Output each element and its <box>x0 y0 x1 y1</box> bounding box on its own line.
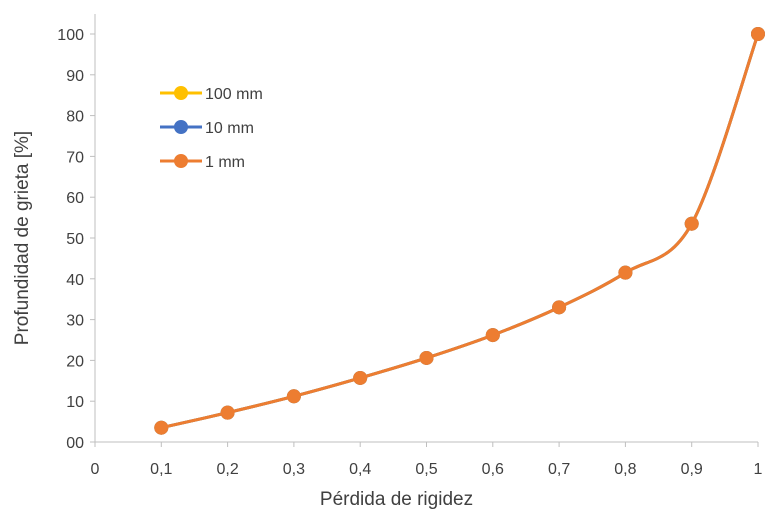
x-axis-title: Pérdida de rigidez <box>320 489 473 510</box>
x-tick-label: 0,6 <box>482 461 504 478</box>
data-point <box>419 350 434 365</box>
y-tick-label: 00 <box>66 435 84 452</box>
legend-marker <box>174 86 188 100</box>
y-tick-label: 40 <box>66 272 84 289</box>
legend-marker <box>174 120 188 134</box>
data-point <box>751 27 765 41</box>
x-tick-label: 0,9 <box>681 461 703 478</box>
axes: 00 10 20 30 40 50 60 70 80 90 100 0 0,1 0,2 0,3 0,4 0,5 0… <box>57 14 763 478</box>
data-point <box>353 370 368 385</box>
x-tick-label: 0,7 <box>548 461 570 478</box>
data-point <box>485 328 500 343</box>
series-layer <box>154 27 765 435</box>
series-1-mm <box>154 27 765 435</box>
data-point <box>684 216 699 231</box>
y-tick-label: 50 <box>66 231 84 248</box>
legend-item: 100 mm <box>160 86 263 103</box>
x-tick-label: 0 <box>91 461 100 478</box>
x-tick-label: 0,8 <box>614 461 636 478</box>
data-point <box>154 420 169 435</box>
y-tick-label: 100 <box>57 27 84 44</box>
y-tick-label: 80 <box>66 109 84 126</box>
y-tick-label: 10 <box>66 394 84 411</box>
legend: 100 mm 10 mm 1 mm <box>160 86 263 171</box>
legend-label: 10 mm <box>205 120 254 137</box>
legend-item: 1 mm <box>160 154 245 171</box>
x-tick-label: 0,4 <box>349 461 371 478</box>
x-tick-label: 0,3 <box>283 461 305 478</box>
y-tick-label: 90 <box>66 68 84 85</box>
x-tick-label: 0,2 <box>216 461 238 478</box>
legend-marker <box>174 154 188 168</box>
legend-item: 10 mm <box>160 120 254 137</box>
y-tick-label: 60 <box>66 190 84 207</box>
y-tick-label: 30 <box>66 313 84 330</box>
data-point <box>220 405 235 420</box>
legend-label: 100 mm <box>205 86 263 103</box>
x-tick-label: 1 <box>754 461 763 478</box>
y-tick-label: 70 <box>66 149 84 166</box>
y-axis-title: Profundidad de grieta [%] <box>12 131 33 345</box>
x-tick-label: 0,5 <box>415 461 437 478</box>
data-point <box>552 300 567 315</box>
data-point <box>286 389 301 404</box>
y-tick-label: 20 <box>66 353 84 370</box>
legend-label: 1 mm <box>205 154 245 171</box>
x-tick-label: 0,1 <box>150 461 172 478</box>
data-point <box>618 265 633 280</box>
